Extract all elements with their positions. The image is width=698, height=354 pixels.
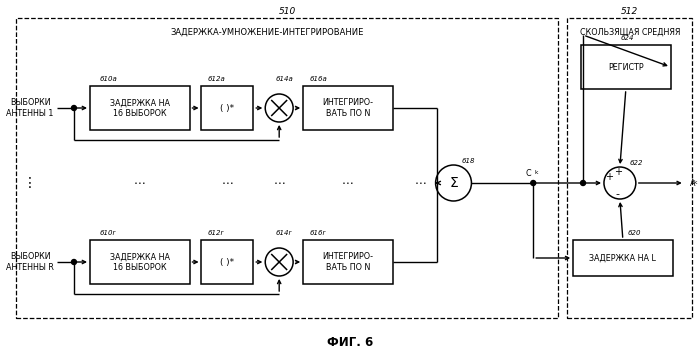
Text: 616r: 616r: [309, 230, 325, 236]
Text: 510: 510: [279, 7, 296, 17]
Text: k: k: [534, 171, 537, 176]
Text: 618: 618: [461, 158, 475, 164]
Text: РЕГИСТР: РЕГИСТР: [608, 63, 644, 72]
Text: 622: 622: [630, 160, 644, 166]
Bar: [202, 240, 253, 284]
Text: ⋯: ⋯: [342, 177, 354, 189]
Text: ИНТЕГРИРО-
ВАТЬ ПО N: ИНТЕГРИРО- ВАТЬ ПО N: [322, 98, 373, 118]
Text: ЗАДЕРЖКА НА
16 ВЫБОРОК: ЗАДЕРЖКА НА 16 ВЫБОРОК: [110, 98, 170, 118]
Text: ВЫБОРКИ
АНТЕННЫ 1: ВЫБОРКИ АНТЕННЫ 1: [6, 98, 54, 118]
Text: 610r: 610r: [100, 230, 117, 236]
Text: ЗАДЕРЖКА НА
16 ВЫБОРОК: ЗАДЕРЖКА НА 16 ВЫБОРОК: [110, 252, 170, 272]
Text: 616a: 616a: [309, 76, 327, 82]
Bar: [16, 18, 558, 318]
Text: 614r: 614r: [275, 230, 292, 236]
Text: ВЫБОРКИ
АНТЕННЫ R: ВЫБОРКИ АНТЕННЫ R: [6, 252, 54, 272]
Circle shape: [71, 259, 77, 264]
Text: 610a: 610a: [100, 76, 118, 82]
Circle shape: [604, 167, 636, 199]
Bar: [90, 240, 190, 284]
Bar: [90, 86, 190, 130]
Circle shape: [530, 181, 535, 185]
Text: ⋯: ⋯: [134, 177, 146, 189]
Text: C: C: [526, 169, 531, 177]
Text: 614a: 614a: [275, 76, 293, 82]
Text: ( )*: ( )*: [221, 103, 235, 113]
Text: ⋮: ⋮: [23, 176, 37, 190]
Text: k: k: [694, 181, 697, 185]
Bar: [303, 86, 393, 130]
Text: 512: 512: [621, 7, 639, 17]
Text: +: +: [614, 167, 622, 177]
Circle shape: [265, 248, 293, 276]
Text: СКОЛЬЗЯЩАЯ СРЕДНЯЯ: СКОЛЬЗЯЩАЯ СРЕДНЯЯ: [579, 28, 680, 36]
Text: Σ: Σ: [449, 176, 458, 190]
Text: ( )*: ( )*: [221, 257, 235, 267]
Text: 624: 624: [621, 35, 634, 41]
Text: A: A: [690, 178, 695, 188]
Circle shape: [581, 181, 586, 185]
Text: ФИГ. 6: ФИГ. 6: [327, 336, 373, 348]
Text: ⋯: ⋯: [274, 177, 285, 189]
Bar: [573, 240, 673, 276]
Text: ИНТЕГРИРО-
ВАТЬ ПО N: ИНТЕГРИРО- ВАТЬ ПО N: [322, 252, 373, 272]
Text: 620: 620: [628, 230, 641, 236]
Text: 612a: 612a: [207, 76, 225, 82]
Text: 612r: 612r: [207, 230, 224, 236]
Text: +: +: [605, 172, 613, 182]
Circle shape: [265, 94, 293, 122]
Bar: [303, 240, 393, 284]
Text: ЗАДЕРЖКА НА L: ЗАДЕРЖКА НА L: [589, 253, 656, 263]
Bar: [567, 18, 692, 318]
Bar: [581, 45, 671, 89]
Bar: [202, 86, 253, 130]
Text: ЗАДЕРЖКА-УМНОЖЕНИЕ-ИНТЕГРИРОВАНИЕ: ЗАДЕРЖКА-УМНОЖЕНИЕ-ИНТЕГРИРОВАНИЕ: [170, 28, 364, 36]
Text: -: -: [616, 189, 620, 199]
Circle shape: [436, 165, 471, 201]
Text: ⋯: ⋯: [415, 177, 426, 189]
Text: ⋯: ⋯: [221, 177, 233, 189]
Circle shape: [71, 105, 77, 110]
